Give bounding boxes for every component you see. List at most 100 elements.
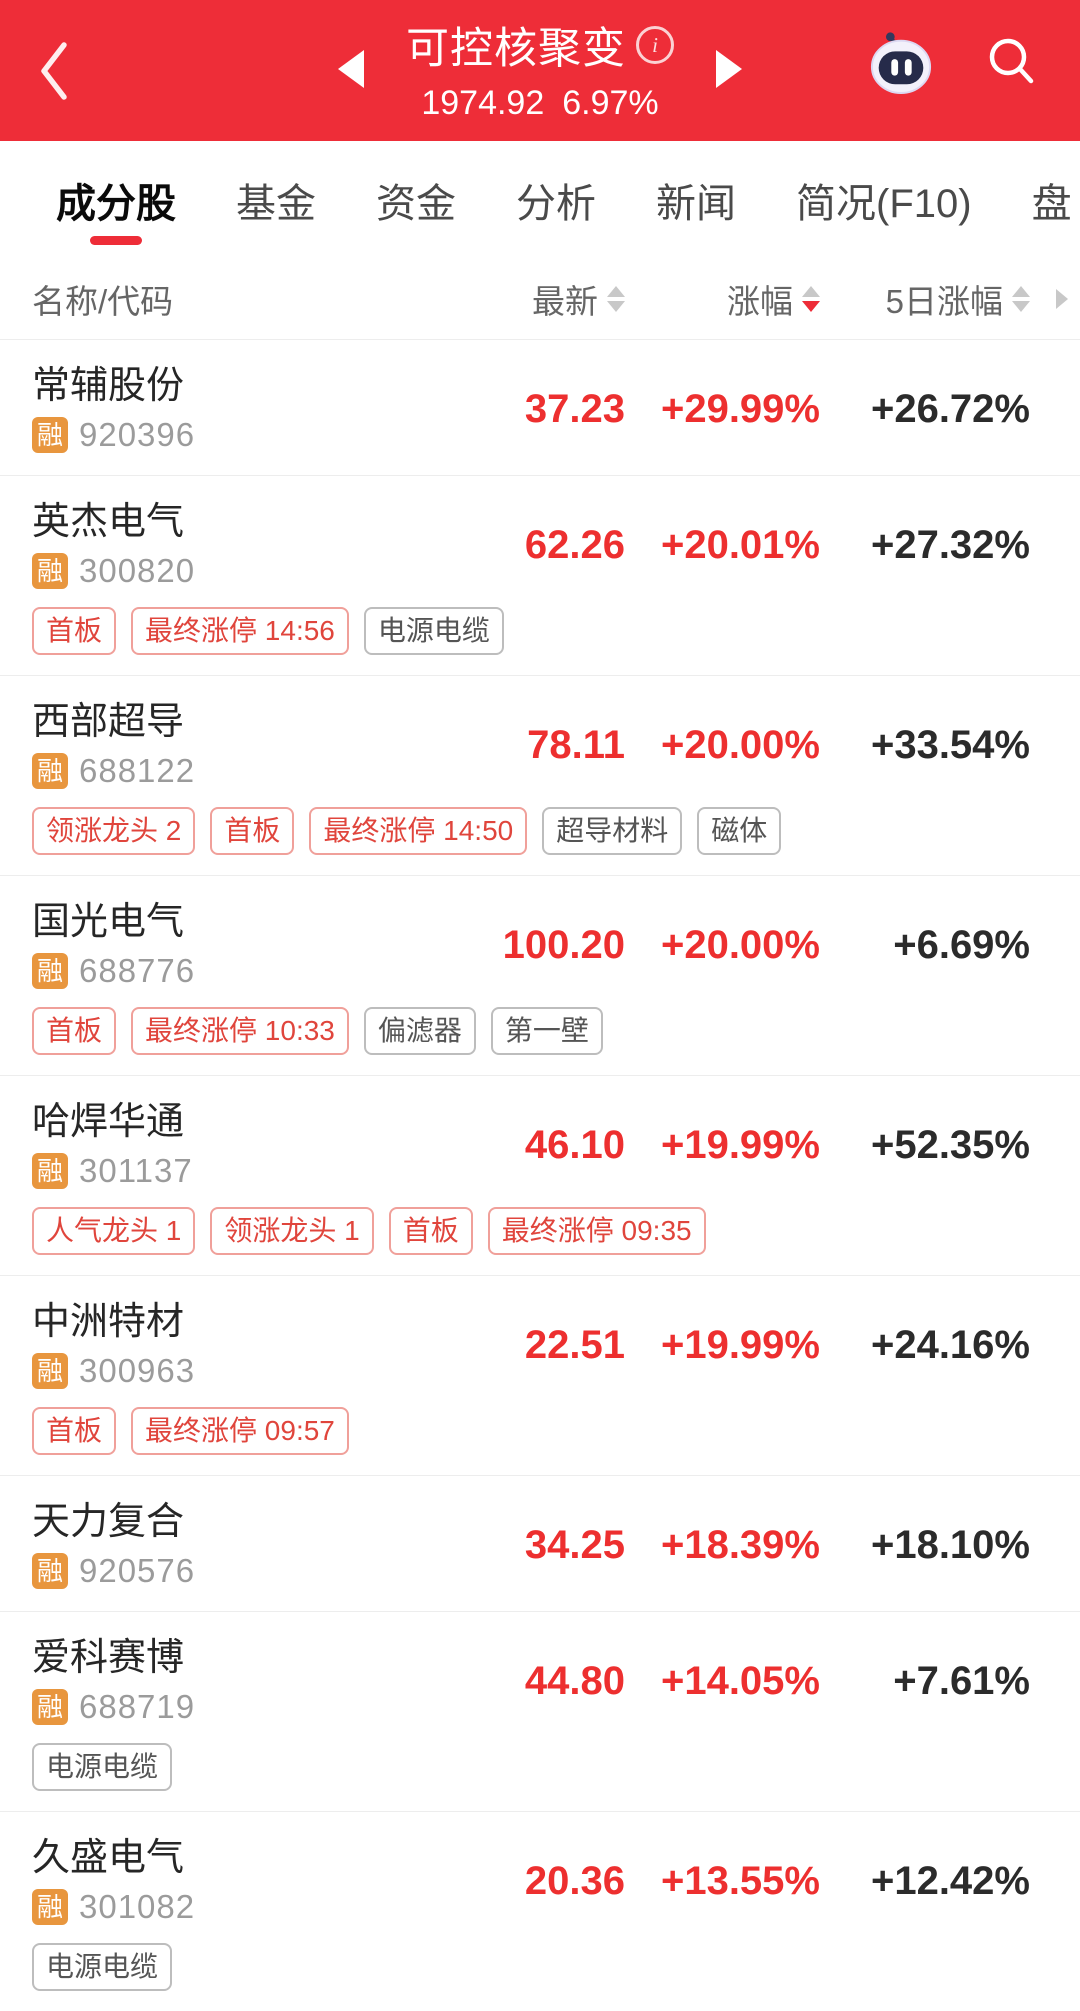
- next-sector-button[interactable]: [716, 49, 742, 88]
- stock-code: 688776: [79, 952, 196, 989]
- stock-tag: 首板: [32, 607, 117, 655]
- tab-3[interactable]: 资金: [376, 182, 456, 226]
- margin-trading-badge: 融: [32, 753, 68, 789]
- stock-identity: 哈焊华通 融 301137: [32, 1100, 450, 1191]
- tab-2[interactable]: 基金: [236, 182, 316, 226]
- stock-tag[interactable]: 偏滤器: [363, 1007, 476, 1055]
- column-change-sort[interactable]: 涨幅: [625, 275, 820, 323]
- tab-1[interactable]: 成分股: [56, 141, 176, 259]
- stock-identity: 爱科赛博 融 688719: [32, 1636, 450, 1727]
- stock-tag[interactable]: 磁体: [697, 807, 782, 855]
- stock-tag: 领涨龙头 1: [210, 1207, 374, 1255]
- info-icon[interactable]: i: [636, 26, 674, 64]
- stock-code: 920576: [79, 1552, 196, 1589]
- stock-name: 天力复合: [32, 1501, 185, 1543]
- stock-row[interactable]: 爱科赛博 融 688719 44.80 +14.05% +7.61% 电源电缆: [0, 1611, 1080, 1811]
- stock-row[interactable]: 常辅股份 融 920396 37.23 +29.99% +26.72%: [0, 339, 1080, 475]
- back-button[interactable]: [34, 38, 74, 104]
- stock-row[interactable]: 国光电气 融 688776 100.20 +20.00% +6.69% 首板 最终…: [0, 875, 1080, 1075]
- latest-price: 37.23: [524, 387, 625, 431]
- table-column-header: 名称/代码 最新 涨幅 5日涨幅: [0, 259, 1080, 339]
- stock-row[interactable]: 英杰电气 融 300820 62.26 +20.01% +27.32% 首板 最终…: [0, 475, 1080, 675]
- index-value: 1974.92: [421, 84, 545, 122]
- tag-row: 领涨龙头 2 首板 最终涨停 14:50 超导材料 磁体: [32, 807, 1030, 855]
- five-day-change-percent: +7.61%: [893, 1659, 1030, 1703]
- stock-code: 688122: [79, 752, 196, 789]
- stock-code: 688719: [79, 1688, 196, 1725]
- stock-tag: 最终涨停 09:35: [487, 1207, 706, 1255]
- stock-code: 300963: [79, 1352, 196, 1389]
- change-percent: +18.39%: [660, 1523, 820, 1567]
- latest-price: 46.10: [524, 1123, 625, 1167]
- column-5day-change-sort[interactable]: 5日涨幅: [820, 275, 1030, 323]
- stock-identity: 国光电气 融 688776: [32, 900, 450, 991]
- stock-tag: 首板: [32, 1007, 117, 1055]
- tab-6[interactable]: 简况(F10): [796, 182, 972, 226]
- tag-row: 首板 最终涨停 10:33 偏滤器 第一壁: [32, 1007, 1030, 1055]
- stock-identity: 中洲特材 融 300963: [32, 1300, 450, 1391]
- latest-price: 100.20: [502, 923, 625, 967]
- latest-price: 78.11: [527, 723, 625, 767]
- five-day-change-percent: +52.35%: [870, 1123, 1030, 1167]
- change-percent: +20.00%: [660, 723, 820, 767]
- margin-trading-badge: 融: [32, 953, 68, 989]
- prev-sector-button[interactable]: [338, 49, 364, 88]
- margin-trading-badge: 融: [32, 1353, 68, 1389]
- change-percent: +14.05%: [660, 1659, 820, 1703]
- stock-code: 300820: [79, 552, 196, 589]
- more-columns-chevron-icon[interactable]: [1056, 289, 1068, 309]
- margin-trading-badge: 融: [32, 1553, 68, 1589]
- stock-tag[interactable]: 第一壁: [490, 1007, 603, 1055]
- index-change: 6.97%: [562, 84, 659, 122]
- stock-tag[interactable]: 电源电缆: [363, 607, 504, 655]
- stock-name: 英杰电气: [32, 501, 185, 543]
- five-day-change-percent: +33.54%: [870, 723, 1030, 767]
- stock-list: 常辅股份 融 920396 37.23 +29.99% +26.72% 英杰电气…: [0, 339, 1080, 2011]
- stock-name: 哈焊华通: [32, 1101, 185, 1143]
- stock-identity: 天力复合 融 920576: [32, 1500, 450, 1591]
- stock-tag: 人气龙头 1: [32, 1207, 196, 1255]
- app-header: 可控核聚变 i 1974.92 6.97%: [0, 0, 1080, 141]
- stock-code: 301137: [79, 1152, 193, 1189]
- stock-tag[interactable]: 电源电缆: [32, 1743, 173, 1791]
- tab-4[interactable]: 分析: [516, 182, 596, 226]
- sector-title: 可控核聚变: [406, 25, 626, 73]
- latest-price: 20.36: [524, 1859, 625, 1903]
- stock-identity: 英杰电气 融 300820: [32, 500, 450, 591]
- change-percent: +13.55%: [660, 1859, 820, 1903]
- sort-arrows-icon: [1012, 286, 1030, 312]
- latest-price: 62.26: [524, 523, 625, 567]
- stock-row[interactable]: 久盛电气 融 301082 20.36 +13.55% +12.42% 电源电缆: [0, 1811, 1080, 2011]
- margin-trading-badge: 融: [32, 553, 68, 589]
- stock-row[interactable]: 天力复合 融 920576 34.25 +18.39% +18.10%: [0, 1475, 1080, 1611]
- stock-tag[interactable]: 电源电缆: [32, 1943, 173, 1991]
- margin-trading-badge: 融: [32, 417, 68, 453]
- five-day-change-percent: +12.42%: [870, 1859, 1030, 1903]
- latest-price: 34.25: [524, 1523, 625, 1567]
- tab-5[interactable]: 新闻: [656, 182, 736, 226]
- column-latest-sort[interactable]: 最新: [450, 275, 625, 323]
- stock-tag: 最终涨停 10:33: [131, 1007, 349, 1055]
- search-icon[interactable]: [984, 34, 1040, 90]
- stock-code: 920396: [79, 416, 196, 453]
- tag-row: 首板 最终涨停 14:56 电源电缆: [32, 607, 1030, 655]
- stock-row[interactable]: 哈焊华通 融 301137 46.10 +19.99% +52.35% 人气龙头…: [0, 1075, 1080, 1275]
- tab-7[interactable]: 盘: [1031, 182, 1072, 226]
- stock-name: 中洲特材: [32, 1301, 185, 1343]
- five-day-change-percent: +26.72%: [870, 387, 1030, 431]
- stock-name: 西部超导: [32, 701, 185, 743]
- latest-price: 22.51: [524, 1323, 625, 1367]
- ai-assistant-robot-button[interactable]: [866, 30, 936, 94]
- change-percent: +20.00%: [660, 923, 820, 967]
- change-percent: +19.99%: [660, 1123, 820, 1167]
- tag-row: 电源电缆: [32, 1943, 1030, 1991]
- latest-price: 44.80: [524, 1659, 625, 1703]
- tag-row: 首板 最终涨停 09:57: [32, 1407, 1030, 1455]
- sector-index: 1974.92 6.97%: [421, 84, 658, 123]
- stock-row[interactable]: 西部超导 融 688122 78.11 +20.00% +33.54% 领涨龙头…: [0, 675, 1080, 875]
- stock-identity: 久盛电气 融 301082: [32, 1836, 450, 1927]
- stock-row[interactable]: 中洲特材 融 300963 22.51 +19.99% +24.16% 首板 最终…: [0, 1275, 1080, 1475]
- stock-tag[interactable]: 超导材料: [542, 807, 683, 855]
- sort-arrows-icon: [802, 286, 820, 312]
- stock-tag: 首板: [210, 807, 295, 855]
